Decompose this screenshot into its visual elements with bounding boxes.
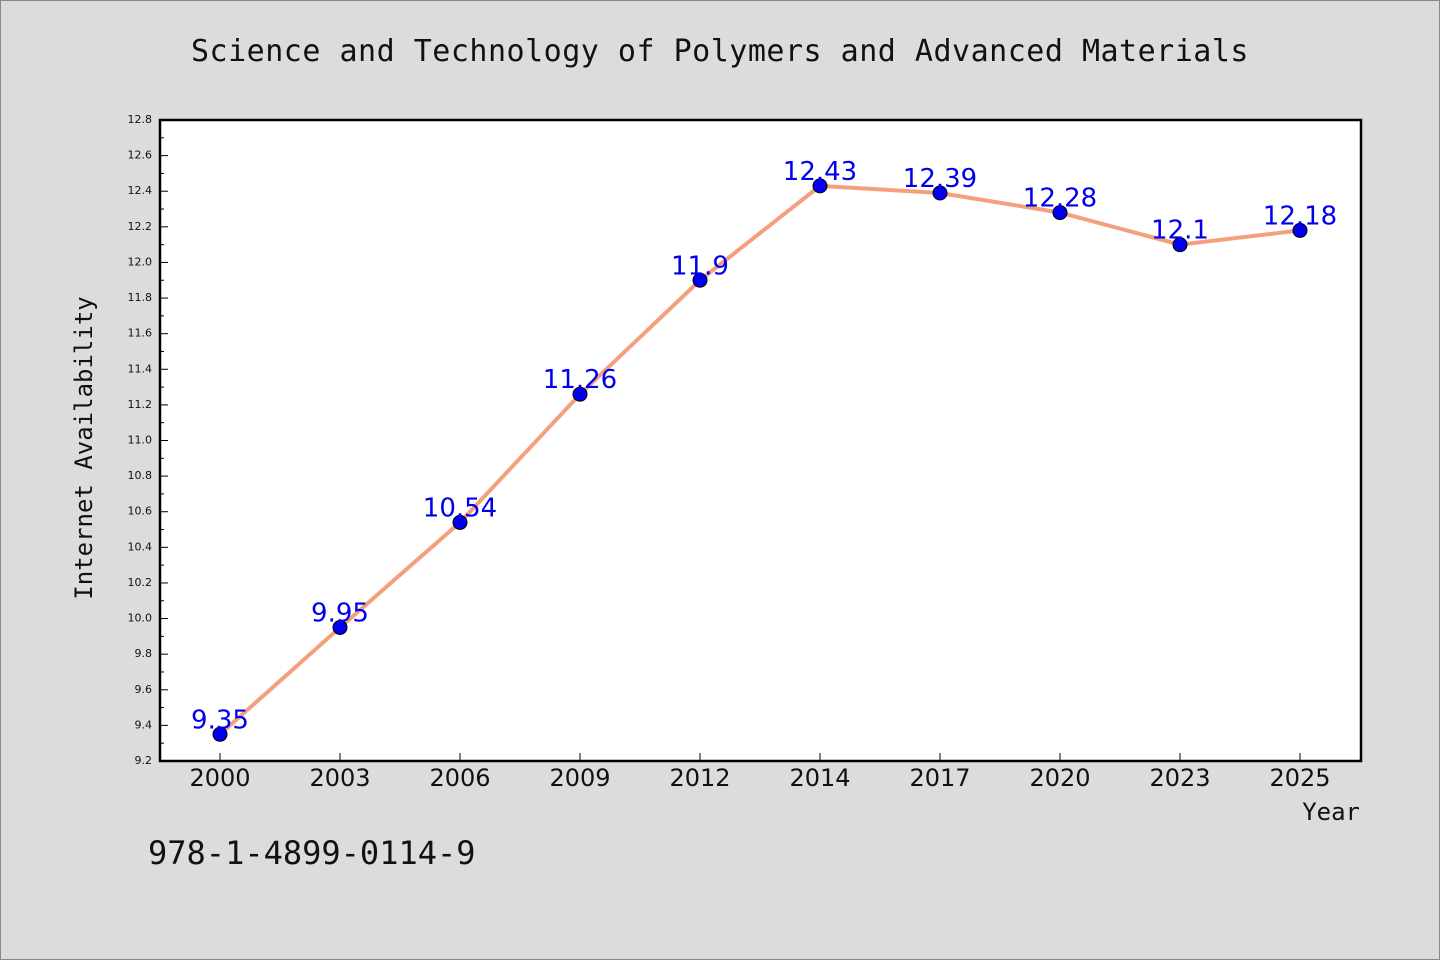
x-tick-label: 2000: [189, 764, 250, 792]
data-label: 10.54: [423, 493, 497, 523]
y-tick-label: 9.6: [135, 683, 153, 696]
y-tick-label: 12.0: [128, 255, 153, 268]
y-tick-label: 11.0: [128, 434, 153, 447]
y-tick-label: 12.6: [128, 149, 153, 162]
data-label: 11.9: [671, 251, 729, 281]
data-label: 12.39: [903, 164, 977, 194]
data-label: 12.18: [1263, 201, 1337, 231]
data-label: 9.95: [311, 598, 369, 628]
data-point: [452, 514, 468, 530]
data-label: 12.1: [1151, 216, 1209, 246]
x-tick-label: 2014: [789, 764, 850, 792]
chart-title: Science and Technology of Polymers and A…: [190, 34, 1249, 69]
y-axis-ticks: 9.2 9.4 9.6 9.8 10.0 10.2 10.4 10.6 10.8 11.0 11.2…: [128, 113, 168, 767]
isbn-text: 978-1-4899-0114-9: [148, 834, 476, 872]
x-tick-label: 2009: [549, 764, 610, 792]
data-point: [1292, 222, 1308, 238]
x-tick-label: 2025: [1269, 764, 1330, 792]
data-point: [692, 272, 708, 288]
y-tick-label: 12.8: [128, 113, 153, 126]
y-tick-label: 10.0: [128, 612, 153, 625]
x-tick-label: 2003: [309, 764, 370, 792]
y-tick-label: 11.4: [128, 362, 153, 375]
y-tick-label: 10.2: [128, 576, 153, 589]
plot-area: [158, 118, 1363, 763]
y-tick-label: 12.4: [128, 184, 153, 197]
y-axis-label: Internet Availability: [70, 296, 98, 599]
x-axis-ticks: 2000 2003 2006 2009 2012 2014 2017 2020 2023 2025: [189, 753, 1331, 792]
x-tick-label: 2006: [429, 764, 490, 792]
y-tick-label: 10.6: [128, 505, 153, 518]
y-tick-label: 10.4: [128, 540, 153, 553]
data-point: [812, 178, 828, 194]
data-point: [1172, 237, 1188, 253]
y-tick-label: 9.8: [135, 647, 153, 660]
data-label: 9.35: [191, 705, 249, 735]
data-point: [572, 386, 588, 402]
y-tick-label: 9.4: [135, 718, 153, 731]
y-tick-label: 9.2: [135, 754, 153, 767]
data-point: [332, 619, 348, 635]
data-label: 12.28: [1023, 184, 1097, 214]
data-point: [212, 726, 228, 742]
y-tick-label: 11.8: [128, 291, 153, 304]
x-tick-label: 2012: [669, 764, 730, 792]
y-tick-label: 10.8: [128, 469, 153, 482]
x-tick-label: 2017: [909, 764, 970, 792]
data-label: 11.26: [543, 365, 617, 395]
y-tick-label: 12.2: [128, 220, 153, 233]
x-tick-label: 2020: [1029, 764, 1090, 792]
data-point: [1052, 205, 1068, 221]
y-tick-label: 11.6: [128, 327, 153, 340]
x-tick-label: 2023: [1149, 764, 1210, 792]
series-line: [218, 183, 1301, 736]
x-axis-label: Year: [1302, 798, 1360, 826]
data-point: [932, 185, 948, 201]
series-group: 9.35 9.95 10.54 11.26 11.9 12.43 12.39 12.28 12.…: [191, 157, 1337, 742]
data-label: 12.43: [783, 157, 857, 187]
y-tick-label: 11.2: [128, 398, 153, 411]
